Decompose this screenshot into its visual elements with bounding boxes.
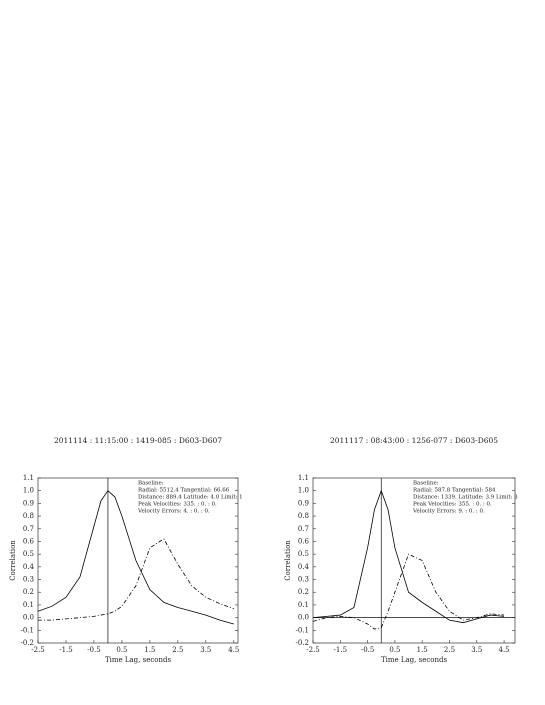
y-tick-label: -0.1 [296,626,310,634]
y-tick-label: -0.2 [21,639,35,647]
chart-title: 2011114 : 11:15:00 : 1419-085 : D603-D60… [54,436,222,445]
y-tick-label: -0.2 [296,639,310,647]
annotation-line: Velocity Errors: 4. : 0. : 0. [137,509,210,515]
plot-frame [37,477,239,644]
y-tick-label: 0.5 [23,550,34,558]
y-tick-label: 0.1 [298,601,309,609]
x-tick-label: -2.5 [306,646,320,654]
x-tick-label: 1.5 [144,646,155,654]
y-tick-label: 0.3 [23,576,34,584]
y-tick-label: -0.1 [21,626,35,634]
y-tick-label: 0.2 [298,588,309,596]
y-tick-label: 0.3 [298,576,309,584]
y-tick-label: 0.8 [298,512,309,520]
y-tick-label: 1.0 [23,487,34,495]
y-tick-label: 0.7 [298,525,309,533]
annotation-line: Radial: 587.8 Tangential: 584 [413,488,496,494]
x-tick-label: 2.5 [444,646,455,654]
y-tick-label: 1.0 [298,487,309,495]
x-tick-label: 3.5 [471,646,482,654]
y-tick-label: 0.7 [23,525,34,533]
x-tick-label: 0.5 [389,646,400,654]
y-tick-label: 0.4 [23,563,35,571]
x-tick-label: -1.5 [334,646,348,654]
x-tick-label: -2.5 [31,646,45,654]
y-tick-label: 0.0 [298,614,309,622]
y-tick-label: 0.0 [23,614,34,622]
annotation-line: Baseline: [138,481,164,487]
annotation-line: Peak Velocities: 355. : 0. : 0. [413,502,492,508]
y-tick-label: 1.1 [298,474,309,482]
x-tick-label: 2.5 [172,646,183,654]
y-tick-label: 0.4 [298,563,310,571]
y-tick-label: 0.6 [23,537,35,545]
chart-title: 2011117 : 08:43:00 : 1256-077 : D603-D60… [330,436,498,445]
annotation-line: Velocity Errors: 9. : 0. : 0. [412,509,485,515]
y-tick-label: 0.6 [298,537,310,545]
y-tick-label: 0.5 [298,550,309,558]
y-axis-label: Correlation [9,540,17,581]
annotation-line: Distance: 1339. Latitude: 3.9 Limit: 3 [413,495,518,501]
x-tick-label: 4.5 [499,646,510,654]
x-tick-label: -1.5 [59,646,73,654]
series-line [38,538,234,621]
x-tick-label: 1.5 [417,646,428,654]
y-tick-label: 0.8 [23,512,34,520]
x-tick-label: 3.5 [200,646,211,654]
series-line [312,489,505,624]
series-line [312,553,505,630]
x-axis-label: Time Lag, seconds [381,656,448,664]
plot-frame [312,477,516,644]
annotation-line: Distance: 889.4 Latitude: 4.0 Limit: 1 [138,495,243,501]
y-tick-label: 1.1 [23,474,34,482]
x-tick-label: -0.5 [361,646,375,654]
x-tick-label: -0.5 [87,646,101,654]
y-axis-label: Correlation [284,540,292,581]
annotation-line: Peak Velocities: 335. : 0. : 0. [138,502,217,508]
x-tick-label: 0.5 [116,646,127,654]
y-tick-label: 0.9 [23,499,34,507]
y-tick-label: 0.9 [298,499,309,507]
series-line [37,490,234,625]
y-tick-label: 0.2 [23,588,34,596]
annotation-line: Radial: 5512.4 Tangential: 66.66 [138,488,230,494]
x-axis-label: Time Lag, seconds [105,656,172,664]
annotation-line: Baseline: [413,481,439,487]
y-tick-label: 0.1 [23,601,34,609]
x-tick-label: 4.5 [228,646,239,654]
